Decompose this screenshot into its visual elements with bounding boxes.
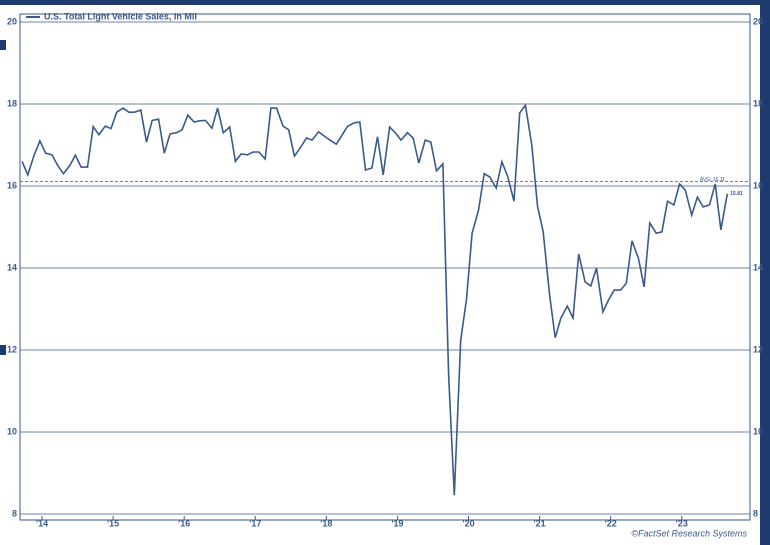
reference-label: AVG: 16.11 — [700, 177, 725, 183]
left-mark — [0, 345, 6, 355]
y2-tick-label: 10 — [753, 426, 763, 436]
y2-tick-label: 20 — [753, 16, 763, 26]
y2-tick-label: 8 — [753, 508, 758, 518]
y-tick-label: 16 — [7, 180, 17, 190]
left-mark — [0, 40, 6, 50]
legend-label: U.S. Total Light Vehicle Sales, In Mil — [44, 11, 197, 21]
x-tick-label: '17 — [249, 518, 261, 528]
value-label: 15.81 — [730, 191, 743, 197]
y-tick-label: 20 — [7, 16, 17, 26]
y-tick-label: 8 — [12, 508, 17, 518]
x-tick-label: '15 — [107, 518, 119, 528]
y-tick-label: 12 — [7, 344, 17, 354]
y2-tick-label: 12 — [753, 344, 763, 354]
right-bar — [760, 0, 770, 545]
y-tick-label: 10 — [7, 426, 17, 436]
x-tick-label: '22 — [605, 518, 617, 528]
source: ©FactSet Research Systems — [631, 528, 747, 538]
series-line — [21, 103, 729, 496]
x-tick-label: '14 — [36, 518, 48, 528]
x-tick-label: '21 — [534, 518, 546, 528]
y-tick-label: 18 — [7, 98, 17, 108]
y2-tick-label: 14 — [753, 262, 763, 272]
x-tick-label: '23 — [676, 518, 688, 528]
y-tick-label: 14 — [7, 262, 17, 272]
x-tick-label: '20 — [462, 518, 474, 528]
y2-tick-label: 18 — [753, 98, 763, 108]
x-tick-label: '19 — [391, 518, 403, 528]
top-bar — [0, 0, 770, 5]
plot-frame — [19, 13, 751, 521]
x-tick-label: '18 — [320, 518, 332, 528]
y2-tick-label: 16 — [753, 180, 763, 190]
x-tick-label: '16 — [178, 518, 190, 528]
